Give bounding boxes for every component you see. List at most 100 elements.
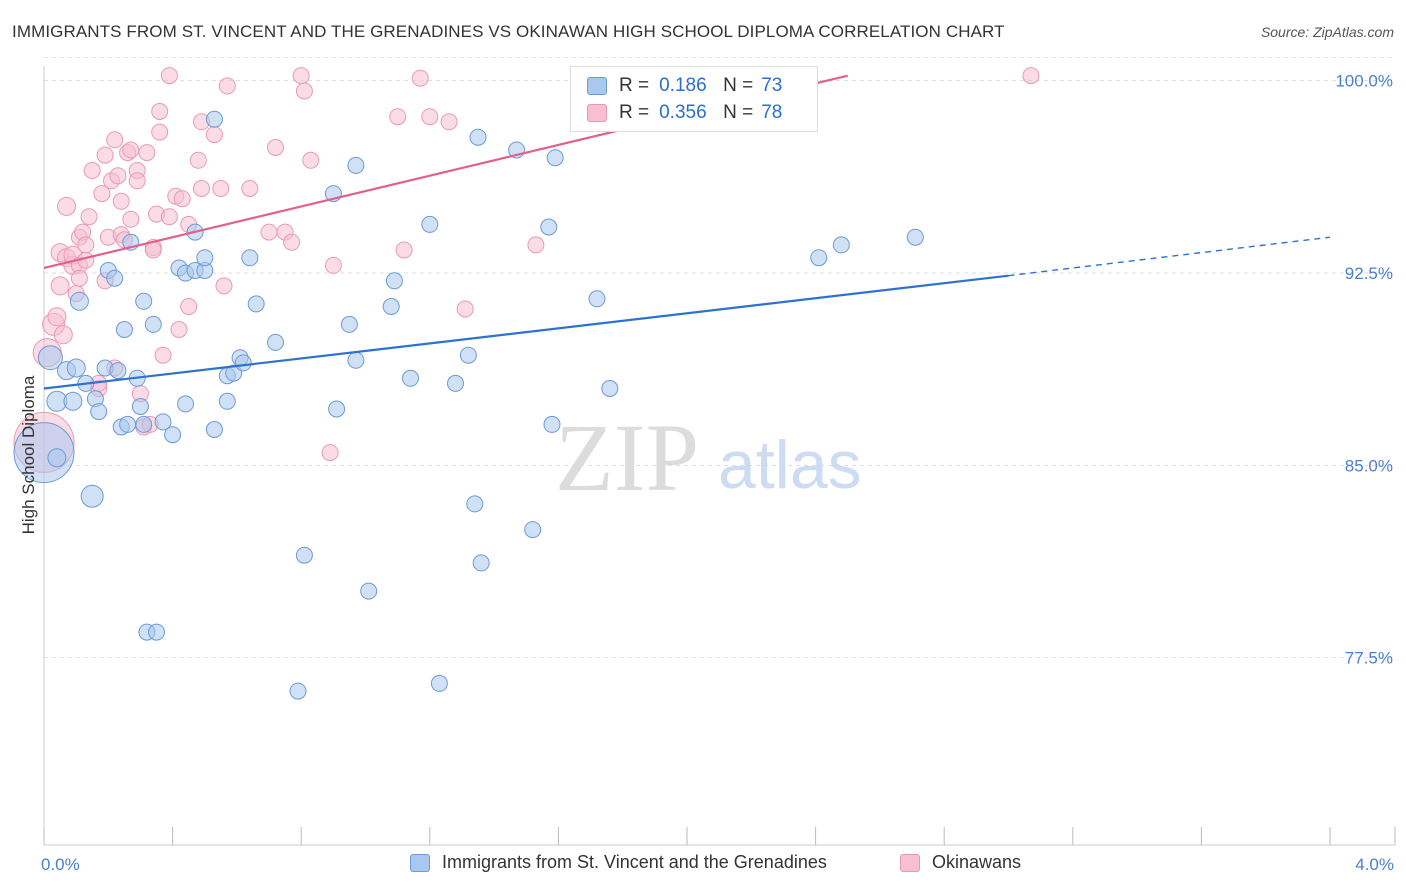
- immigrants-point: [63, 391, 83, 411]
- immigrants-point: [459, 346, 477, 364]
- okinawans-point: [151, 103, 169, 120]
- okinawans-point: [154, 346, 172, 364]
- immigrants-point: [543, 415, 561, 433]
- y-tick-label: 85.0%: [1345, 456, 1393, 475]
- immigrants-point: [106, 269, 124, 287]
- y-axis-label: High School Diploma: [19, 375, 38, 534]
- okinawans-point: [77, 236, 95, 254]
- n-value: 78: [761, 102, 783, 123]
- immigrants-point: [295, 546, 313, 564]
- okinawans-point: [93, 185, 111, 203]
- chart-title: IMMIGRANTS FROM ST. VINCENT AND THE GREN…: [12, 22, 1005, 41]
- watermark: ZIP atlas: [555, 404, 862, 511]
- blue-swatch: [587, 77, 607, 95]
- stats-row-immigrants: R = 0.186 N = 73: [587, 75, 782, 97]
- okinawans-point: [215, 277, 233, 295]
- okinawans-point: [112, 192, 130, 210]
- immigrants-point: [47, 448, 67, 468]
- immigrants-point: [115, 321, 133, 338]
- immigrants-point: [469, 128, 487, 146]
- r-value: 0.186: [659, 75, 707, 96]
- immigrants-point: [131, 398, 149, 415]
- immigrants-point: [66, 358, 86, 378]
- okinawans-point: [50, 276, 70, 296]
- okinawans-point: [122, 210, 140, 228]
- okinawans-point: [180, 298, 198, 315]
- okinawans-point: [527, 236, 545, 254]
- okinawans-point: [440, 113, 458, 131]
- okinawans-point: [321, 444, 339, 462]
- immigrants-point: [328, 400, 346, 418]
- okinawans-point: [295, 82, 313, 100]
- okinawans-point: [283, 233, 301, 251]
- okinawans-point: [267, 139, 284, 156]
- immigrants-point: [810, 249, 828, 267]
- okinawans-point: [421, 108, 439, 126]
- pink-swatch: [587, 104, 607, 122]
- immigrants-point: [13, 422, 75, 484]
- okinawans-point: [395, 241, 413, 259]
- immigrants-point: [385, 272, 403, 290]
- okinawans-point: [456, 300, 474, 318]
- immigrants-point: [234, 354, 252, 372]
- okinawans-point: [47, 307, 67, 327]
- okinawans-point: [160, 67, 178, 85]
- immigrants-point: [447, 374, 464, 392]
- immigrants-point: [37, 345, 63, 371]
- watermark-zip: ZIP: [555, 404, 699, 511]
- immigrants-point: [466, 495, 484, 513]
- legend-item-okinawans: Okinawans: [900, 852, 1021, 873]
- immigrants-point: [135, 415, 153, 433]
- r-value: 0.356: [659, 102, 707, 123]
- immigrants-point: [472, 554, 490, 572]
- okinawans-point: [144, 241, 162, 259]
- okinawans-point: [80, 208, 98, 226]
- okinawans-point: [189, 151, 207, 169]
- immigrants-point: [540, 218, 558, 236]
- immigrants-point: [340, 315, 358, 333]
- n-label: N =: [723, 102, 754, 123]
- immigrants-points: [13, 110, 924, 700]
- okinawans-point: [122, 141, 140, 159]
- immigrants-point: [205, 110, 223, 128]
- immigrants-point: [164, 426, 182, 444]
- legend-label-okinawans: Okinawans: [932, 852, 1022, 872]
- okinawans-point: [218, 77, 236, 95]
- okinawans-points: [13, 67, 1040, 473]
- immigrants-point: [69, 291, 89, 311]
- immigrants-point: [601, 380, 619, 397]
- immigrants-point: [80, 484, 104, 508]
- okinawans-point: [160, 208, 178, 226]
- okinawans-point: [302, 151, 320, 169]
- okinawans-point: [292, 67, 310, 85]
- r-label: R =: [619, 75, 650, 96]
- okinawans-point: [193, 180, 210, 197]
- okinawans-point: [411, 69, 429, 87]
- immigrants-point: [906, 228, 924, 246]
- immigrants-point: [588, 290, 606, 308]
- immigrants-point: [196, 249, 214, 267]
- immigrants-point: [382, 298, 400, 315]
- y-tick-label: 100.0%: [1335, 72, 1393, 91]
- okinawans-point: [96, 146, 114, 164]
- okinawans-point: [128, 172, 146, 190]
- okinawans-point: [70, 269, 88, 287]
- okinawans-point: [151, 123, 169, 141]
- immigrants-trend-line: [43, 274, 1009, 390]
- okinawans-point: [109, 167, 127, 185]
- watermark-atlas: atlas: [718, 427, 862, 503]
- immigrants-point: [430, 674, 448, 692]
- immigrants-point: [289, 682, 307, 700]
- okinawans-point: [170, 321, 188, 338]
- immigrants-point: [241, 249, 259, 267]
- legend-item-immigrants: Immigrants from St. Vincent and the Gren…: [410, 852, 827, 873]
- immigrants-point: [546, 149, 564, 167]
- stats-legend: R = 0.186 N = 73 R = 0.356 N = 78: [570, 66, 818, 132]
- immigrants-point: [402, 369, 419, 387]
- stats-row-okinawans: R = 0.356 N = 78: [587, 102, 782, 124]
- blue-swatch: [410, 853, 430, 872]
- n-label: N =: [723, 75, 754, 96]
- chart-source: Source: ZipAtlas.com: [1260, 24, 1394, 40]
- okinawans-point: [324, 256, 342, 274]
- immigrants-point: [421, 215, 439, 233]
